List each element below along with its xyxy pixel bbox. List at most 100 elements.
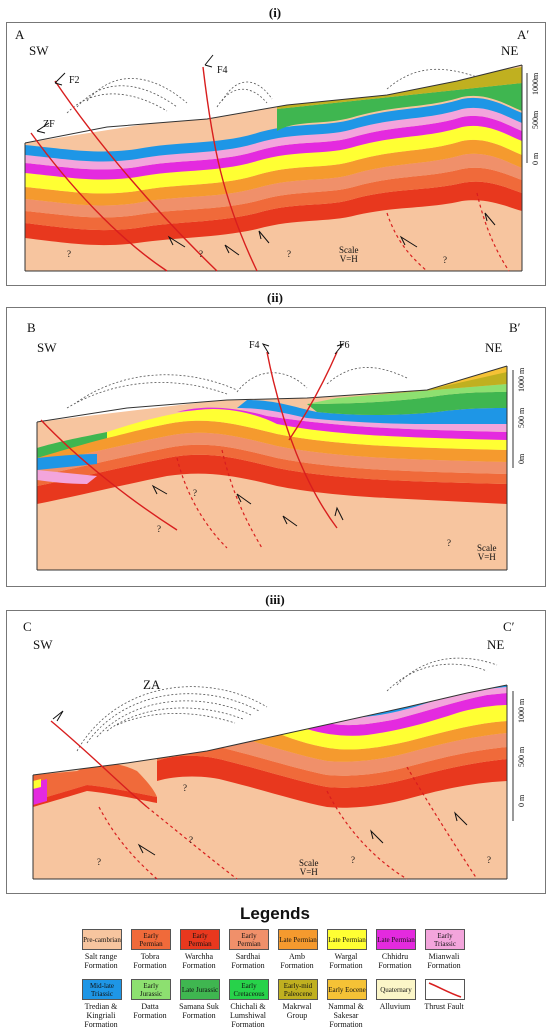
legends-title: Legends xyxy=(240,904,310,923)
tick-label-1000: 1000m xyxy=(531,72,540,95)
unknown-mark: ? xyxy=(193,488,197,498)
section-start-label: A xyxy=(15,27,25,42)
legend-item: Early-mid Paleocene Makrwal Group xyxy=(278,979,326,1020)
legend-swatch: Early Triassic xyxy=(425,929,465,950)
scale-label: Scale V=H xyxy=(299,859,319,877)
legend-item: Late Jurassic Samana Suk Formation xyxy=(179,979,228,1020)
legend-swatch: Late Permian xyxy=(278,929,318,950)
legend-item: Early Permian Tobra Formation xyxy=(131,929,179,970)
legend-label: Wargal Formation xyxy=(329,952,363,970)
fault-label-f6: F6 xyxy=(339,340,350,351)
fault-label-f2: F2 xyxy=(69,75,80,86)
legend-label: Mianwali Formation xyxy=(427,952,461,970)
legend-swatch: Mid-late Triassic xyxy=(82,979,122,1000)
tick-label-1000: 1000 m xyxy=(517,367,526,392)
cross-section-i-figure xyxy=(24,23,528,272)
thrust-fault-icon xyxy=(428,982,462,998)
legend-item: Late Permian Chhidru Formation xyxy=(376,929,424,970)
direction-sw: SW xyxy=(29,43,49,58)
panel-title-iii: (iii) xyxy=(265,592,285,607)
legend-swatch: Early Eocene xyxy=(327,979,367,1000)
scale-title: Scale xyxy=(477,543,497,553)
section-end-label: C′ xyxy=(503,619,515,634)
legend-swatch xyxy=(425,979,465,1000)
legend-label: Tobra Formation xyxy=(133,952,167,970)
unknown-mark: ? xyxy=(447,538,451,548)
legend-label: Amb Formation xyxy=(280,952,314,970)
section-end-label: B′ xyxy=(509,320,521,335)
tick-label-500: 500m xyxy=(531,110,540,129)
section-start-label: B xyxy=(27,320,36,335)
scale-title: Scale xyxy=(299,858,319,868)
fold-label-za: ZA xyxy=(143,677,161,692)
unknown-mark: ? xyxy=(443,255,447,265)
legend-item: Late Permian Wargal Formation xyxy=(327,929,375,970)
panel-title-i: (i) xyxy=(268,5,282,20)
direction-ne: NE xyxy=(501,43,519,58)
unknown-mark: ? xyxy=(183,783,187,793)
direction-sw: SW xyxy=(37,340,57,355)
fault-label-f4: F4 xyxy=(217,65,228,76)
tick-label-500: 500 m xyxy=(517,746,526,767)
legend-label: Warchha Formation xyxy=(182,952,216,970)
legend-label: Alluvium xyxy=(379,1002,411,1011)
cross-section-ii-figure xyxy=(36,308,514,571)
direction-sw: SW xyxy=(33,637,53,652)
section-end-label: A′ xyxy=(517,27,530,42)
legend-item: Early Permian Warchha Formation xyxy=(180,929,228,970)
tick-label-500: 500 m xyxy=(517,407,526,428)
legend-swatch: Early Jurassic xyxy=(131,979,171,1000)
legend-swatch: Early Permian xyxy=(131,929,171,950)
scale-ratio: V=H xyxy=(299,867,318,877)
legend-swatch: Early Permian xyxy=(180,929,220,950)
legend-label: Makrwal Group xyxy=(282,1002,312,1020)
legend-label: Samana Suk Formation xyxy=(179,1002,219,1020)
legend-item: Early Triassic Mianwali Formation xyxy=(425,929,473,970)
legend-item: Quaternary Alluvium xyxy=(376,979,424,1011)
legend-label: Sardhai Formation xyxy=(231,952,265,970)
legend-item: Early Cretaceous Chichali & Lumshiwal For… xyxy=(229,979,277,1029)
tick-label-0: 0 m xyxy=(517,794,526,807)
legend-swatch: Late Permian xyxy=(376,929,416,950)
fault-label-zf: ZF xyxy=(43,119,55,130)
direction-ne: NE xyxy=(487,637,505,652)
scale-label: Scale V=H xyxy=(477,544,497,562)
unknown-mark: ? xyxy=(67,249,71,259)
legend-item: Pre-cambrian Salt range Formation xyxy=(82,929,130,970)
legend-item: Thrust Fault xyxy=(424,979,473,1011)
legend-item: Mid-late Triassic Tredian & Kingriali For… xyxy=(82,979,130,1029)
legend-label: Thrust Fault xyxy=(424,1002,464,1011)
scale-ratio: V=H xyxy=(477,552,496,562)
legend-label: Chhidru Formation xyxy=(378,952,412,970)
legend-item: Early Eocene Nammal & Sakesar Formation xyxy=(327,979,375,1029)
panel-title-ii: (ii) xyxy=(267,290,283,305)
cross-section-panel-iii: C C′ SW NE ZA Scale V=H 1000 m 500 m 0 m… xyxy=(6,610,546,894)
legend-swatch: Early Permian xyxy=(229,929,269,950)
unknown-mark: ? xyxy=(199,249,203,259)
scale-ratio: V=H xyxy=(339,254,358,264)
section-start-label: C xyxy=(23,619,32,634)
cross-section-panel-ii: B B′ SW NE F4 F6 Scale V=H 1000 m 500 m … xyxy=(6,307,546,587)
unknown-mark: ? xyxy=(189,835,193,845)
legend-label: Chichali & Lumshiwal Formation xyxy=(230,1002,266,1029)
direction-ne: NE xyxy=(485,340,503,355)
fault-label-f4: F4 xyxy=(249,340,260,351)
unknown-mark: ? xyxy=(287,249,291,259)
legend-item: Early Jurassic Datta Formation xyxy=(131,979,179,1020)
legend-label: Tredian & Kingriali Formation xyxy=(84,1002,118,1029)
legend-item: Late Permian Amb Formation xyxy=(278,929,326,970)
cross-section-iii-figure xyxy=(32,611,514,880)
legend-label: Nammal & Sakesar Formation xyxy=(328,1002,364,1029)
legend-swatch: Late Permian xyxy=(327,929,367,950)
legend-swatch: Late Jurassic xyxy=(180,979,220,1000)
unknown-mark: ? xyxy=(97,857,101,867)
legend-label: Salt range Formation xyxy=(84,952,118,970)
legend-swatch: Quaternary xyxy=(376,979,416,1000)
legend-item: Early Permian Sardhai Formation xyxy=(229,929,277,970)
cross-section-panel-i: A A′ SW NE F2 F4 ZF Scale V=H 1000m 500m… xyxy=(6,22,546,286)
legend-swatch: Early-mid Paleocene xyxy=(278,979,318,1000)
legend-label: Datta Formation xyxy=(133,1002,167,1020)
unknown-mark: ? xyxy=(157,524,161,534)
legend-swatch: Pre-cambrian xyxy=(82,929,122,950)
scale-label: Scale V=H xyxy=(339,246,359,264)
